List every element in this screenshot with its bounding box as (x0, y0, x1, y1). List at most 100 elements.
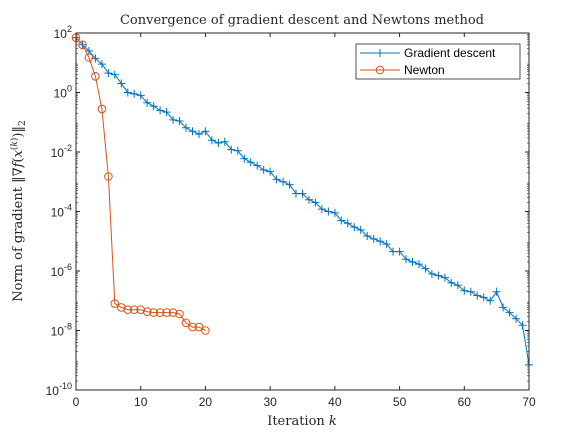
y-tick-label: 100 (54, 84, 72, 101)
y-axis-label: Norm of gradient ‖∇f(x(k))‖2 (9, 120, 28, 301)
data-point-plus (195, 130, 203, 139)
data-point-plus (466, 287, 475, 296)
data-point-circle (136, 305, 145, 315)
data-point-plus (305, 195, 313, 204)
data-point-plus (136, 91, 145, 100)
x-tick-label: 40 (328, 395, 342, 409)
data-point-circle (201, 326, 210, 335)
legend-gd-marker (376, 49, 384, 57)
data-point-plus (220, 137, 229, 146)
data-point-plus (175, 117, 184, 125)
data-point-circle (168, 308, 178, 317)
data-point-circle (181, 318, 191, 328)
data-point-plus (486, 296, 495, 305)
data-point-plus (104, 69, 113, 78)
data-point-circle (129, 305, 139, 315)
data-point-circle (104, 172, 113, 181)
data-point-plus (460, 286, 469, 295)
data-point-plus (123, 88, 132, 97)
data-point-plus (376, 237, 385, 246)
data-point-plus (117, 79, 126, 88)
data-point-plus (156, 106, 165, 115)
data-point-circle (155, 308, 165, 317)
data-point-plus (214, 139, 223, 147)
y-tick-label: 10-10 (46, 381, 72, 398)
data-point-plus (317, 205, 326, 214)
data-point-circle (97, 104, 107, 114)
data-point-plus (259, 165, 268, 174)
data-point-circle (142, 307, 152, 317)
data-point-circle (84, 53, 94, 62)
data-point-plus (298, 189, 307, 198)
legend-newton-marker (375, 65, 385, 75)
x-tick-label: 50 (393, 395, 407, 409)
data-point-plus (343, 219, 352, 228)
chart-title: Convergence of gradient descent and Newt… (120, 13, 484, 28)
axis-ticks: 0 10 20 30 40 50 60 70 102 100 10-2 10-4 10-6 10-8 10-… (46, 24, 536, 409)
plot-frame (75, 32, 530, 391)
data-point-plus (266, 167, 275, 176)
data-point-plus (182, 123, 190, 132)
data-point-plus (311, 198, 320, 207)
data-point-plus (415, 260, 423, 269)
data-point-plus (324, 207, 333, 216)
data-point-plus (421, 264, 430, 273)
data-point-plus (130, 89, 139, 98)
y-tick-label: 10-2 (51, 143, 72, 160)
data-point-plus (408, 258, 417, 266)
data-point-plus (143, 98, 152, 107)
data-point-plus (505, 308, 514, 317)
data-point-plus (330, 208, 339, 217)
data-point-circle (123, 305, 133, 315)
data-point-plus (253, 161, 262, 170)
data-point-circle (78, 40, 87, 50)
data-point-plus (337, 216, 346, 225)
data-point-circle (91, 72, 100, 81)
x-tick-label: 70 (522, 395, 536, 409)
data-point-circle (188, 322, 197, 332)
data-point-circle (110, 299, 120, 308)
data-point-plus (518, 321, 527, 330)
data-point-circle (162, 308, 171, 317)
data-point-plus (110, 70, 119, 79)
data-point-plus (434, 271, 443, 280)
data-point-plus (395, 247, 404, 256)
x-tick-label: 20 (199, 395, 213, 409)
data-point-plus (356, 225, 365, 234)
data-point-circle (149, 308, 158, 317)
data-point-plus (169, 115, 178, 124)
data-point-plus (162, 108, 171, 117)
data-point-circle (175, 309, 184, 319)
x-tick-label: 0 (73, 395, 80, 409)
data-point-plus (188, 127, 197, 136)
data-point-plus (479, 293, 488, 302)
data-point-plus (272, 175, 281, 184)
data-point-plus (149, 102, 158, 111)
data-point-plus (363, 232, 372, 240)
data-point-plus (440, 273, 449, 282)
y-tick-label: 10-6 (51, 262, 72, 279)
data-point-plus (350, 223, 359, 232)
data-point-plus (246, 158, 255, 167)
data-point-plus (473, 291, 482, 300)
data-point-plus (447, 278, 456, 287)
data-point-plus (499, 303, 508, 312)
legend-newton-label: Newton (404, 63, 445, 77)
data-point-plus (285, 180, 294, 189)
legend-gd-label: Gradient descent (404, 46, 496, 60)
data-point-plus (402, 255, 410, 264)
data-point-plus (279, 177, 288, 186)
plot-area (76, 33, 529, 390)
data-point-plus (240, 154, 249, 163)
data-point-plus (227, 145, 236, 154)
data-point-plus (207, 136, 216, 145)
x-tick-label: 60 (458, 395, 472, 409)
data-point-plus (512, 314, 521, 323)
data-series (71, 33, 533, 369)
data-point-plus (492, 287, 501, 296)
y-tick-label: 10-8 (51, 322, 72, 339)
data-point-plus (427, 269, 436, 278)
data-point-plus (453, 281, 462, 290)
x-tick-label: 10 (134, 395, 148, 409)
